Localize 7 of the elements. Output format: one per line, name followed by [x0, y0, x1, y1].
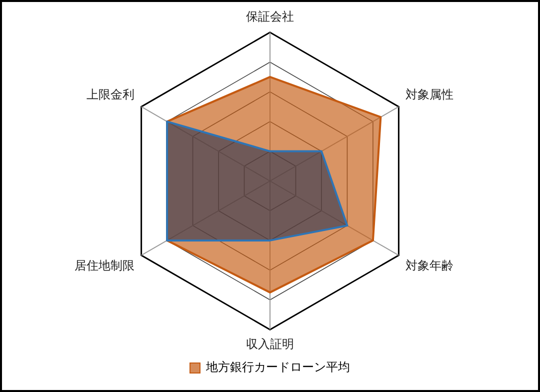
spoke-label: 保証会社 [246, 9, 294, 24]
spoke-label: 収入証明 [246, 336, 294, 351]
spoke-label: 対象属性 [406, 88, 454, 102]
legend-label: 地方銀行カードローン平均 [205, 360, 350, 374]
spoke-label: 居住地制限 [74, 258, 134, 273]
spoke-label: 上限金利 [86, 88, 134, 102]
spoke-label: 対象年齢 [406, 258, 454, 273]
